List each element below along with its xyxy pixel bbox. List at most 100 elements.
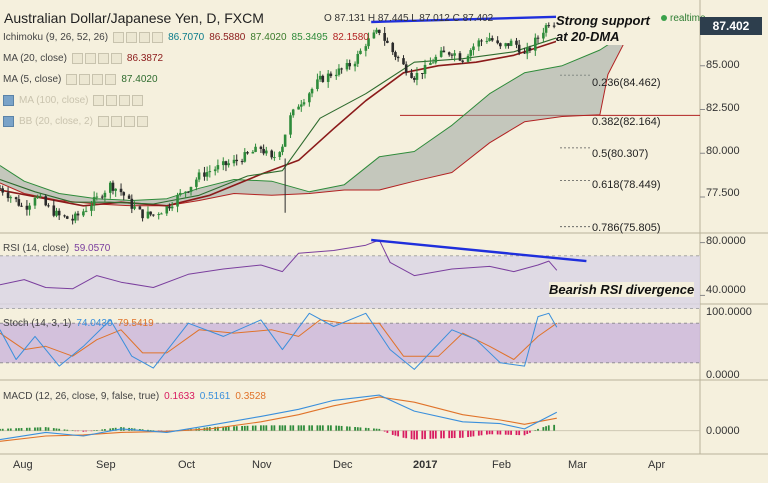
candle-body [149, 211, 152, 215]
macd-histogram-bar [364, 427, 367, 431]
candle-body [544, 25, 548, 33]
settings-icon[interactable] [113, 31, 125, 43]
fib-label: 0.618(78.449) [592, 179, 661, 191]
candle-body [265, 150, 268, 154]
macd-histogram-bar [292, 425, 295, 431]
settings-icon[interactable] [93, 94, 105, 106]
close-icon[interactable] [136, 115, 148, 127]
candle-body [25, 205, 29, 210]
candle-body [515, 40, 518, 45]
macd-histogram-bar [7, 428, 9, 431]
candle-body [507, 43, 510, 46]
candle-body [458, 53, 462, 61]
macd-histogram-bar [85, 430, 87, 432]
indicator-row[interactable]: MA (5, close) 87.4020 [3, 72, 158, 86]
fib-label: 0.236(84.462) [592, 77, 661, 89]
x-tick: 2017 [413, 459, 438, 471]
candle-body [146, 211, 150, 219]
visibility-eye-icon[interactable] [3, 94, 14, 106]
symbol-title[interactable]: Australian Dollar/Japanese Yen, D, FXCM [4, 10, 264, 26]
indicator-controls[interactable] [97, 115, 148, 127]
candle-body [44, 196, 48, 206]
candle-body [394, 52, 397, 57]
macd-legend[interactable]: MACD (12, 26, close, 9, false, true) 0.1… [3, 390, 266, 402]
support-annotation-line2: at 20-DMA [556, 29, 620, 44]
price-trendline [371, 15, 557, 24]
candle-body [345, 63, 349, 70]
candle-body [542, 32, 545, 39]
candle-body [235, 159, 239, 162]
indicator-row[interactable]: Ichimoku (9, 26, 52, 26) 86.7070 86.5880 87… [3, 30, 369, 44]
candle-body [461, 60, 464, 62]
rsi-legend[interactable]: RSI (14, close) 59.0570 [3, 242, 111, 254]
support-annotation: Strong support at 20-DMA [556, 13, 650, 45]
close-icon[interactable] [152, 31, 164, 43]
candle-body [453, 53, 456, 56]
macd-histogram-bar [373, 428, 375, 431]
candle-body [523, 52, 526, 54]
candle-body [203, 172, 206, 177]
candle-body [36, 196, 39, 198]
candle-body [281, 146, 284, 153]
macd-histogram-bar [327, 425, 330, 431]
candle-body [1, 188, 4, 193]
candle-body [353, 63, 357, 67]
macd-histogram-bar [413, 430, 416, 440]
macd-histogram-bar [308, 425, 311, 431]
hide-icon[interactable] [84, 52, 96, 64]
candle-body [439, 50, 443, 57]
macd-histogram-bar [273, 425, 276, 431]
indicator-controls[interactable] [66, 73, 117, 85]
last-price-tag: 87.402 [700, 17, 762, 35]
macd-histogram-bar [93, 430, 96, 431]
candle-body [197, 172, 201, 180]
indicator-controls[interactable] [113, 31, 164, 43]
indicator-row[interactable]: MA (100, close) [3, 93, 144, 107]
candle-body [100, 196, 104, 198]
add-icon[interactable] [139, 31, 151, 43]
macd-histogram-bar [243, 425, 246, 431]
candle-body [74, 213, 77, 221]
stoch-legend[interactable]: Stoch (14, 3, 1) 74.0430 79.5419 [3, 317, 154, 329]
indicator-row[interactable]: BB (20, close, 2) [3, 114, 148, 128]
indicator-value: 86.5880 [209, 31, 246, 43]
candle-body [447, 52, 451, 55]
indicator-name: MA (5, close) [3, 73, 62, 85]
add-icon[interactable] [97, 52, 109, 64]
close-icon[interactable] [110, 52, 122, 64]
hide-icon[interactable] [79, 73, 91, 85]
rsi-axis-tick: 40.0000 [706, 284, 746, 296]
settings-icon[interactable] [71, 52, 83, 64]
macd-histogram-bar [74, 430, 77, 432]
price-tick: 80.000 [706, 145, 740, 157]
macd-histogram-bar [448, 430, 451, 439]
candle-body [375, 29, 378, 33]
macd-histogram-bar [55, 428, 58, 431]
visibility-eye-icon[interactable] [3, 115, 14, 127]
candle-body [466, 55, 470, 62]
settings-icon[interactable] [97, 115, 109, 127]
add-icon[interactable] [92, 73, 104, 85]
close-icon[interactable] [105, 73, 117, 85]
add-icon[interactable] [119, 94, 131, 106]
candle-body [189, 186, 193, 192]
macd-histogram-bar [432, 430, 434, 439]
indicator-controls[interactable] [93, 94, 144, 106]
macd-histogram-bar [20, 428, 23, 431]
add-icon[interactable] [123, 115, 135, 127]
hide-icon[interactable] [110, 115, 122, 127]
macd-histogram-bar [112, 428, 114, 431]
hide-icon[interactable] [126, 31, 138, 43]
settings-icon[interactable] [66, 73, 78, 85]
macd-histogram-bar [254, 425, 257, 431]
candle-body [283, 134, 287, 147]
candle-body [429, 63, 432, 65]
macd-histogram-bar [488, 430, 491, 435]
candle-body [232, 159, 236, 164]
indicator-row[interactable]: MA (20, close) 86.3872 [3, 51, 163, 65]
close-icon[interactable] [132, 94, 144, 106]
candle-body [490, 38, 494, 41]
indicator-controls[interactable] [71, 52, 122, 64]
candle-body [20, 205, 23, 207]
hide-icon[interactable] [106, 94, 118, 106]
